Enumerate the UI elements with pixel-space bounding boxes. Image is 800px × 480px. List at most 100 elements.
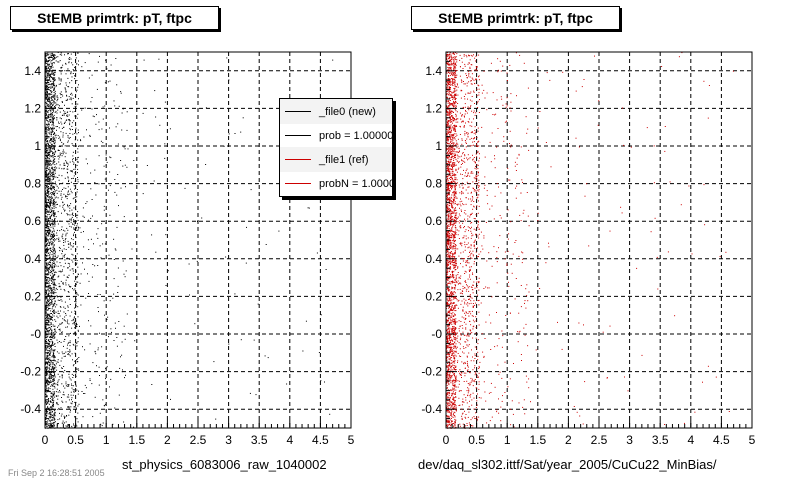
data-point <box>51 189 53 191</box>
data-point <box>126 313 128 315</box>
data-point <box>54 374 56 376</box>
data-point <box>454 210 456 212</box>
data-point <box>54 263 56 265</box>
data-point <box>109 127 110 129</box>
data-point <box>72 394 74 396</box>
data-point <box>69 351 71 353</box>
data-point <box>95 353 97 355</box>
data-point <box>59 138 61 140</box>
data-point <box>71 170 73 171</box>
data-point <box>489 420 491 422</box>
data-point <box>64 422 65 424</box>
data-point <box>78 227 79 229</box>
data-point <box>77 361 79 363</box>
data-point <box>51 348 53 350</box>
data-point <box>57 384 59 386</box>
data-point <box>471 83 473 85</box>
data-point <box>49 170 51 172</box>
data-point <box>46 237 48 239</box>
data-point <box>47 195 49 196</box>
data-point <box>74 285 76 287</box>
data-point <box>46 302 48 304</box>
data-point <box>54 372 55 374</box>
data-point <box>53 280 55 282</box>
data-point <box>47 313 48 315</box>
data-point <box>158 58 160 60</box>
data-point <box>53 125 55 127</box>
data-point <box>50 316 52 317</box>
data-point <box>64 259 66 261</box>
data-point <box>54 107 56 109</box>
data-point <box>57 276 59 278</box>
data-point <box>45 349 47 351</box>
data-point <box>453 399 455 401</box>
data-point <box>53 354 55 356</box>
data-point <box>453 256 455 258</box>
x-tick-label: 3.5 <box>251 433 268 447</box>
data-point <box>58 174 60 176</box>
data-point <box>79 282 81 284</box>
data-point <box>45 414 47 416</box>
data-point <box>59 285 61 287</box>
data-point <box>453 411 455 413</box>
data-point <box>502 104 504 106</box>
data-point <box>47 178 49 180</box>
data-point <box>446 228 448 230</box>
data-point <box>63 256 65 258</box>
data-point <box>77 226 79 228</box>
data-point <box>47 349 49 351</box>
data-point <box>55 137 57 139</box>
data-point <box>456 111 458 113</box>
data-point <box>108 336 109 338</box>
data-point <box>446 397 448 399</box>
data-point <box>61 400 63 402</box>
data-point <box>58 352 60 354</box>
data-point <box>76 283 77 285</box>
data-point <box>508 179 510 181</box>
data-point <box>478 376 479 378</box>
data-point <box>609 325 611 327</box>
data-point <box>61 236 63 238</box>
data-point <box>51 99 52 101</box>
data-point <box>527 345 529 347</box>
data-point <box>466 355 468 357</box>
data-point <box>53 233 55 235</box>
data-point <box>467 237 469 239</box>
data-point <box>53 89 55 91</box>
data-point <box>78 357 80 358</box>
data-point <box>57 342 59 344</box>
data-point <box>80 231 82 233</box>
data-point <box>456 126 458 127</box>
data-point <box>513 363 514 364</box>
data-point <box>109 300 111 302</box>
data-point <box>60 190 62 192</box>
data-point <box>124 338 126 340</box>
data-point <box>453 173 455 175</box>
data-point <box>47 64 49 66</box>
data-point <box>52 276 54 278</box>
data-point <box>58 161 60 163</box>
data-point <box>468 109 470 111</box>
data-point <box>53 378 55 380</box>
data-point <box>56 351 58 353</box>
data-point <box>453 104 455 106</box>
data-point <box>46 309 48 311</box>
data-point <box>59 240 61 242</box>
y-tick-label: 0.8 <box>24 177 41 191</box>
data-point <box>448 197 450 199</box>
data-point <box>72 254 74 256</box>
data-point <box>53 80 55 82</box>
data-point <box>471 110 473 112</box>
data-point <box>49 215 51 217</box>
data-point <box>476 189 478 191</box>
data-point <box>46 341 48 343</box>
data-point <box>458 342 460 344</box>
data-point <box>50 328 52 330</box>
data-point <box>65 91 67 93</box>
data-point <box>104 403 106 405</box>
data-point <box>205 164 207 165</box>
data-point <box>51 215 52 217</box>
data-point <box>46 131 48 133</box>
data-point <box>49 65 51 67</box>
data-point <box>52 56 54 57</box>
